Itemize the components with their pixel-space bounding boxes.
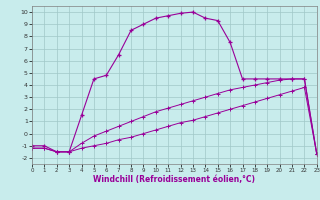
X-axis label: Windchill (Refroidissement éolien,°C): Windchill (Refroidissement éolien,°C) <box>93 175 255 184</box>
